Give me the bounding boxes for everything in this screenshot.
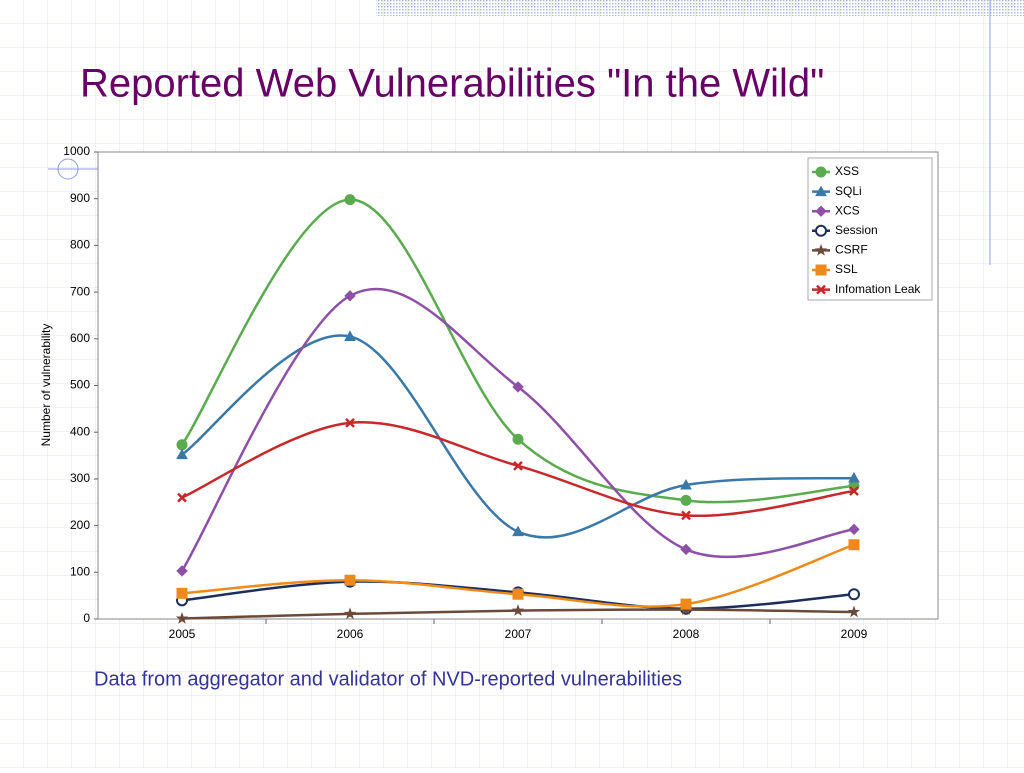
marker xyxy=(513,460,523,471)
legend-label: SSL xyxy=(835,262,858,276)
y-tick-label: 200 xyxy=(70,518,90,532)
marker xyxy=(344,290,356,302)
marker xyxy=(345,417,355,428)
y-tick-label: 0 xyxy=(83,611,90,625)
marker xyxy=(815,166,827,178)
marker xyxy=(680,494,692,506)
marker xyxy=(680,598,692,610)
marker xyxy=(815,185,827,197)
marker xyxy=(848,471,860,483)
legend-label: CSRF xyxy=(835,243,868,257)
legend-label: Infomation Leak xyxy=(835,282,921,296)
decor-band xyxy=(376,0,1024,16)
y-tick-label: 1000 xyxy=(63,144,90,158)
marker xyxy=(847,605,861,618)
marker xyxy=(176,587,188,599)
marker xyxy=(680,478,692,490)
legend-label: SQLi xyxy=(835,184,862,198)
y-tick-label: 900 xyxy=(70,191,90,205)
marker xyxy=(344,574,356,586)
marker xyxy=(512,433,524,445)
x-tick-label: 2006 xyxy=(337,627,364,641)
marker xyxy=(176,448,188,460)
marker xyxy=(512,588,524,600)
marker xyxy=(815,224,827,237)
marker xyxy=(681,510,691,521)
marker xyxy=(343,607,357,620)
marker xyxy=(344,330,356,341)
marker xyxy=(848,539,860,551)
x-tick-label: 2005 xyxy=(169,627,196,641)
y-axis-label: Number of vulnerability xyxy=(39,324,53,447)
decor-circle xyxy=(57,158,79,180)
y-tick-label: 600 xyxy=(70,331,90,345)
legend-label: XCS xyxy=(835,203,860,217)
y-tick-label: 700 xyxy=(70,284,90,298)
marker xyxy=(176,439,188,451)
x-tick-label: 2007 xyxy=(505,627,532,641)
series-line xyxy=(180,287,855,572)
marker xyxy=(512,381,524,393)
series-line xyxy=(181,334,855,539)
x-tick-label: 2009 xyxy=(841,627,868,641)
marker xyxy=(814,243,828,256)
marker xyxy=(848,588,860,601)
marker xyxy=(680,543,692,556)
caption: Data from aggregator and validator of NV… xyxy=(94,668,682,690)
marker xyxy=(344,194,356,206)
marker xyxy=(815,264,827,276)
series-line xyxy=(180,198,855,504)
legend-label: Session xyxy=(835,223,878,237)
legend-box xyxy=(807,157,933,301)
y-tick-label: 800 xyxy=(70,238,90,252)
slide-title: Reported Web Vulnerabilities "In the Wil… xyxy=(80,62,824,106)
legend-label: XSS xyxy=(835,164,859,178)
marker xyxy=(512,525,524,537)
marker xyxy=(815,205,827,217)
y-tick-label: 400 xyxy=(70,424,90,438)
x-tick-label: 2008 xyxy=(673,627,700,641)
marker xyxy=(816,284,826,295)
marker xyxy=(176,565,188,577)
marker xyxy=(177,492,187,503)
marker xyxy=(511,604,525,616)
y-tick-label: 100 xyxy=(70,564,90,578)
y-tick-label: 300 xyxy=(70,471,90,485)
marker xyxy=(175,612,189,624)
y-tick-label: 500 xyxy=(70,378,90,392)
marker xyxy=(848,523,860,536)
marker xyxy=(849,486,859,496)
